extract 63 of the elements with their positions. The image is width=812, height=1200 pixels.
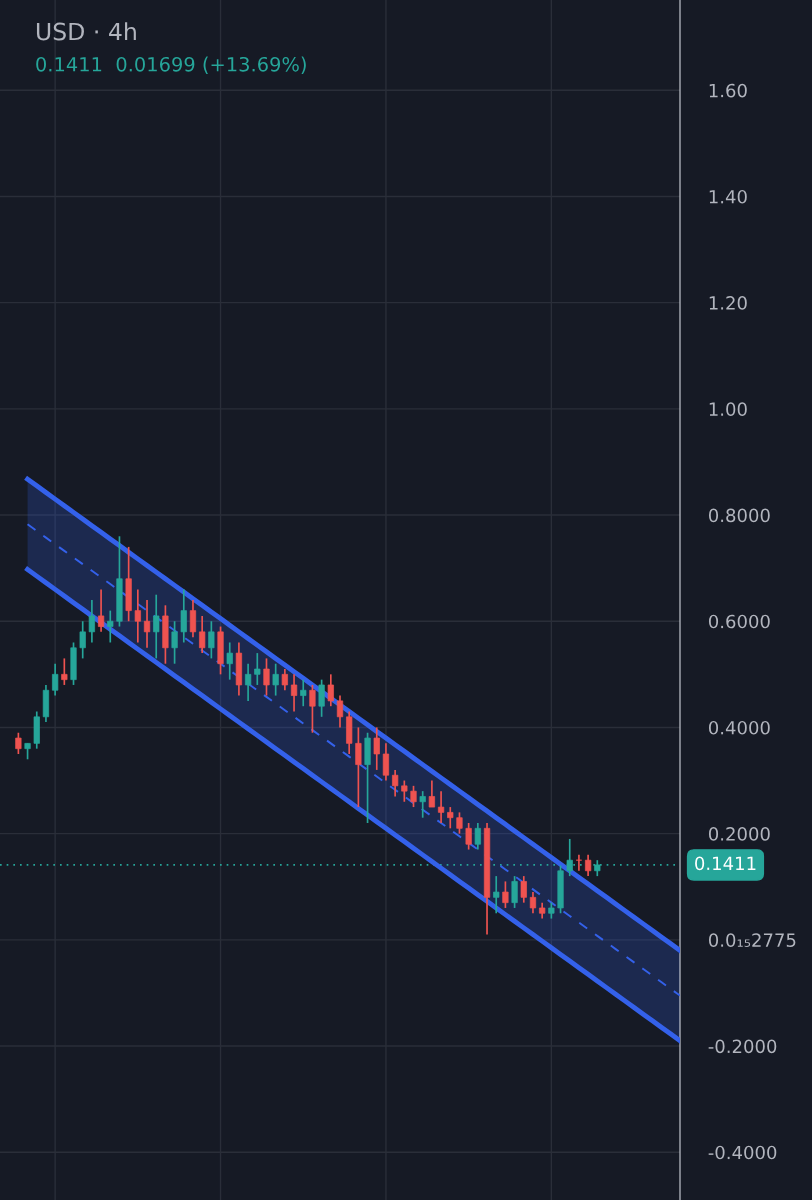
candlestick	[153, 593, 160, 660]
candlestick	[107, 609, 114, 644]
candlestick	[281, 668, 288, 692]
line-series	[25, 476, 680, 953]
candlestick	[61, 657, 68, 686]
candlestick	[465, 822, 472, 851]
candlestick	[447, 806, 454, 830]
candlestick	[171, 620, 178, 665]
candlestick	[585, 854, 592, 877]
y-tick-label: -0.4000	[708, 1145, 777, 1160]
y-tick-label: 1.40	[709, 189, 747, 204]
candlestick	[15, 731, 22, 755]
candlestick	[300, 678, 307, 708]
candlestick	[327, 673, 334, 708]
y-tick-label: 0.2000	[708, 827, 770, 841]
candlestick	[245, 662, 252, 702]
candlestick	[336, 694, 344, 729]
candlestick	[401, 779, 408, 803]
line-series	[25, 567, 680, 1044]
y-tick-label: 0.6000	[708, 614, 770, 629]
y-tick-label: 1.20	[709, 296, 747, 310]
candlestick	[180, 588, 187, 644]
line-series	[26, 523, 680, 997]
candlestick	[97, 588, 105, 633]
candlestick	[392, 769, 399, 798]
candlestick	[428, 779, 435, 808]
candlestick	[529, 891, 537, 915]
y-tick-label: -0.2000	[708, 1039, 777, 1054]
candlestick	[199, 615, 206, 654]
candlestick	[134, 588, 141, 644]
candlestick	[88, 599, 95, 644]
candlestick	[254, 652, 261, 686]
candlestick	[474, 822, 481, 851]
y-tick-label: 0.8000	[708, 508, 770, 523]
ref-line-label: 0.1411	[695, 856, 756, 871]
text: 0.1411 0.01699 (+13.69%)	[36, 56, 306, 74]
candlestick	[309, 684, 316, 734]
y-tick-label: 0.4000	[708, 720, 770, 735]
candlestick	[410, 785, 417, 808]
candlestick	[208, 620, 215, 660]
y-tick-label: 1.60	[709, 83, 747, 98]
candlestick	[520, 875, 527, 904]
candlestick	[318, 678, 325, 718]
candlestick	[79, 620, 86, 660]
candlestick	[502, 880, 509, 909]
candlestick	[143, 599, 151, 649]
candlestick	[493, 875, 500, 915]
candlestick	[355, 726, 362, 808]
y-tick-label: 0.0₁₅2775	[708, 933, 796, 947]
candlestick	[52, 662, 59, 697]
candlestick	[511, 875, 518, 909]
candlestick	[290, 673, 298, 713]
candlestick	[419, 790, 426, 819]
candlestick	[263, 657, 270, 697]
candlestick	[226, 641, 233, 681]
y-tick-label: 1.00	[709, 402, 747, 416]
candlestick	[456, 811, 463, 835]
candlestick	[437, 790, 445, 824]
text: USD · 4h	[36, 22, 136, 41]
candlestick	[373, 726, 380, 771]
candlestick	[272, 662, 279, 697]
candlestick	[382, 742, 390, 782]
candlestick	[189, 599, 197, 639]
